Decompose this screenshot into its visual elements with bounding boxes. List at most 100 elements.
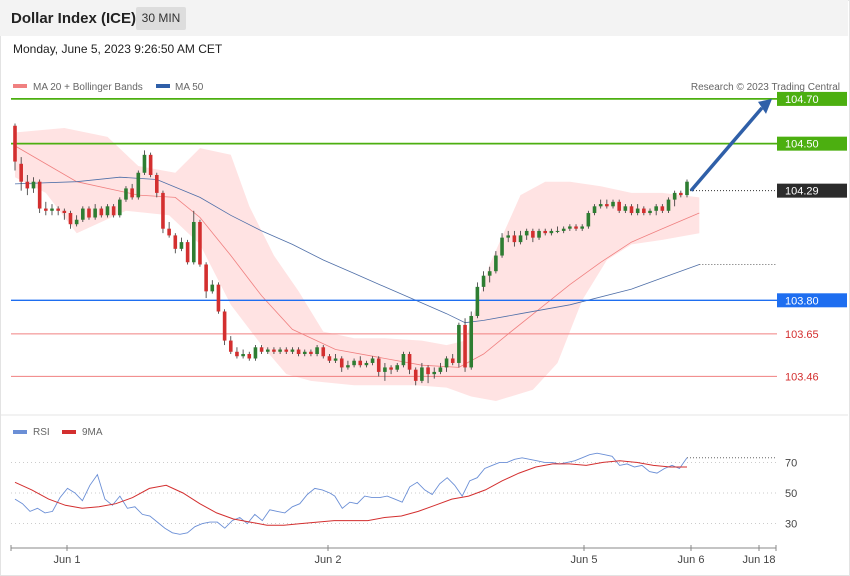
support-label-103.46: 103.46 — [785, 371, 819, 383]
candle-body — [198, 221, 202, 265]
last-price-tag — [777, 183, 847, 198]
instrument-title: Dollar Index (ICE) — [11, 10, 137, 27]
candle-body — [333, 358, 338, 361]
candle-body — [13, 125, 17, 162]
candle-body — [284, 349, 289, 352]
resistance-label-104.70: 104.70 — [785, 94, 819, 106]
candle-body — [635, 208, 640, 214]
candle-body — [426, 367, 430, 375]
timeframe-button[interactable]: 30 MIN — [136, 7, 186, 30]
candle-body — [395, 365, 400, 370]
candle-body — [309, 351, 313, 355]
candle-body — [185, 242, 190, 263]
candle-body — [81, 208, 85, 220]
candle-body — [161, 192, 165, 229]
candle-body — [364, 362, 369, 366]
resistance-tag-104.70 — [777, 91, 847, 106]
target-arrow-head — [758, 98, 772, 114]
support-tag-103.80 — [777, 293, 847, 308]
candle-body — [50, 208, 54, 211]
legend-rsi-swatch — [13, 430, 27, 434]
candle-body — [167, 228, 171, 236]
candle-body — [407, 354, 412, 370]
candle-body — [93, 208, 97, 218]
candle-body — [191, 221, 196, 263]
candle-body — [457, 324, 461, 363]
candle-body — [481, 275, 486, 287]
candle-body — [568, 226, 572, 229]
resistance-label-104.50: 104.50 — [785, 139, 819, 151]
candle-body — [321, 347, 326, 357]
candle-body — [265, 349, 270, 352]
legend-rsi-ma-label: 9MA — [82, 427, 103, 438]
candle-body — [31, 181, 36, 189]
candle-body — [420, 367, 424, 381]
support-label-103.80: 103.80 — [785, 295, 819, 307]
price-pane: 104.70 104.50 104.29 103.80 103.65 103.46 — [11, 91, 847, 401]
candle-body — [438, 367, 443, 372]
candle-body — [444, 358, 449, 368]
candle-body — [173, 235, 178, 249]
candle-body — [592, 206, 597, 214]
candle-body — [660, 206, 665, 211]
candle-body — [370, 358, 375, 363]
candle-body — [586, 213, 591, 227]
candle-body — [210, 284, 215, 292]
candle-body — [611, 201, 615, 207]
candle-body — [346, 365, 350, 368]
credit-text: Research © 2023 Trading Central — [691, 82, 840, 93]
candle-body — [124, 188, 128, 200]
candle-body — [524, 230, 529, 236]
candle-body — [216, 284, 221, 312]
x-tick-label: Jun 1 — [54, 554, 81, 566]
ma50-line — [14, 176, 700, 324]
candle-body — [296, 349, 301, 355]
candle-body — [148, 154, 153, 175]
candle-body — [44, 208, 48, 211]
ma20-line — [14, 145, 700, 368]
candle-body — [598, 204, 603, 207]
candle-body — [648, 210, 652, 214]
candle-body — [19, 163, 23, 182]
candle-body — [537, 230, 541, 238]
candle-body — [654, 206, 658, 211]
bollinger-band — [15, 128, 700, 401]
report-datetime: Monday, June 5, 2023 9:26:50 AM CET — [13, 42, 223, 56]
candle-body — [629, 206, 634, 214]
legend-rsi-label: RSI — [33, 427, 50, 438]
candle-body — [142, 154, 147, 173]
candle-body — [531, 230, 535, 238]
candle-body — [623, 206, 628, 211]
candle-body — [290, 349, 295, 352]
candle-body — [574, 226, 578, 229]
x-tick-label: Jun 2 — [315, 554, 342, 566]
candle-body — [339, 358, 344, 368]
candle-body — [500, 237, 504, 256]
candle-body — [259, 347, 264, 352]
rsi-line — [14, 452, 688, 535]
rsi-tick-30: 30 — [785, 519, 797, 531]
candle-body — [222, 311, 227, 341]
candle-body — [315, 347, 319, 355]
candle-body — [679, 192, 683, 196]
candle-body — [352, 360, 356, 366]
candle-body — [469, 315, 474, 368]
candle-body — [487, 271, 492, 276]
rsi-tick-50: 50 — [785, 488, 797, 500]
legend-ma50-swatch — [156, 84, 170, 88]
candle-body — [136, 172, 141, 198]
rsi-ma-line — [14, 460, 687, 526]
candle-body — [272, 349, 276, 352]
target-arrow-shaft — [689, 106, 764, 192]
candle-body — [605, 204, 609, 207]
candle-body — [518, 235, 523, 243]
candle-body — [204, 264, 208, 292]
candle-body — [512, 235, 517, 243]
legend-ma20-swatch — [13, 84, 27, 88]
candle-body — [278, 349, 282, 352]
resistance-tag-104.50 — [777, 136, 847, 151]
candle-body — [506, 235, 511, 238]
candle-body — [543, 230, 548, 234]
candle-body — [327, 356, 332, 361]
candle-body — [494, 255, 498, 272]
